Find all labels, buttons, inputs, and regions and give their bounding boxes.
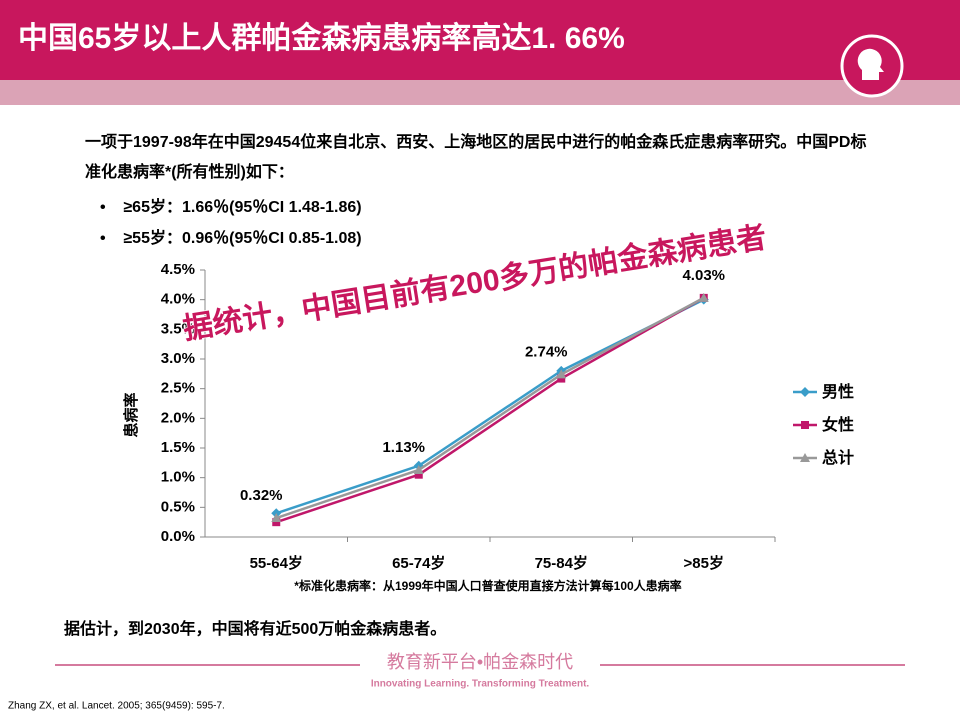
legend-label: 女性 xyxy=(822,415,854,434)
x-tick-label: >85岁 xyxy=(684,554,724,572)
footer-tagline: Innovating Learning. Transforming Treatm… xyxy=(371,679,590,690)
y-tick-label: 3.0% xyxy=(161,350,195,367)
header-bar xyxy=(0,0,960,80)
x-tick-label: 55-64岁 xyxy=(250,554,303,572)
x-tick-label: 65-74岁 xyxy=(392,554,445,572)
data-label: 4.03% xyxy=(682,267,725,284)
y-tick-label: 2.0% xyxy=(161,409,195,426)
y-tick-label: 4.5% xyxy=(161,261,195,278)
legend-marker xyxy=(801,421,809,429)
x-tick-label: 75-84岁 xyxy=(535,554,588,572)
intro: 一项于1997-98年在中国29454位来自北京、西安、上海地区的居民中进行的帕… xyxy=(85,134,867,181)
point-marker xyxy=(413,464,424,474)
point-marker xyxy=(698,292,709,302)
series-line xyxy=(275,296,705,524)
point-marker xyxy=(272,518,281,527)
footnote: *标准化患病率：从1999年中国人口普查使用直接方法计算每100人患病率 xyxy=(294,578,681,593)
y-tick-label: 0.0% xyxy=(161,528,195,545)
point-marker xyxy=(557,374,566,383)
bullet-text: ≥65岁：1.66％(95％CI 1.48-1.86) xyxy=(123,199,362,216)
bullet-list: • ≥65岁：1.66％(95％CI 1.48-1.86) • ≥55岁：0.9… xyxy=(100,192,362,254)
logo-head xyxy=(857,48,884,80)
data-label: 0.32% xyxy=(240,487,283,504)
title: 中国65岁以上人群帕金森病患病率高达1. 66% xyxy=(18,21,625,55)
bullet-text: ≥55岁：0.96％(95％CI 0.85-1.08) xyxy=(123,230,362,247)
legend-marker xyxy=(800,453,810,462)
series-line xyxy=(275,296,705,520)
y-tick-label: 0.5% xyxy=(161,498,195,515)
point-marker xyxy=(556,369,567,379)
legend-marker xyxy=(800,387,810,397)
y-axis-title: 患病率 xyxy=(122,392,140,437)
y-tick-label: 4.0% xyxy=(161,291,195,308)
y-tick-label: 1.5% xyxy=(161,439,195,456)
point-marker xyxy=(414,470,423,479)
y-tick-label: 1.0% xyxy=(161,469,195,486)
footer-brand: 教育新平台•帕金森时代 xyxy=(387,652,573,672)
data-label: 2.74% xyxy=(525,343,568,360)
legend-label: 总计 xyxy=(822,448,854,467)
data-label: 1.13% xyxy=(382,439,425,456)
y-tick-label: 2.5% xyxy=(161,380,195,397)
y-tick-label: 3.5% xyxy=(161,320,195,337)
point-marker xyxy=(271,513,282,523)
header-strip xyxy=(0,80,960,105)
legend-label: 男性 xyxy=(822,382,854,401)
conclusion: 据估计，到2030年，中国将有近500万帕金森病患者。 xyxy=(64,619,446,638)
reference: Zhang ZX, et al. Lancet. 2005; 365(9459)… xyxy=(8,701,225,712)
bullet: • ≥55岁：0.96％(95％CI 0.85-1.08) xyxy=(100,230,362,247)
bullet: • ≥65岁：1.66％(95％CI 1.48-1.86) xyxy=(100,199,362,216)
